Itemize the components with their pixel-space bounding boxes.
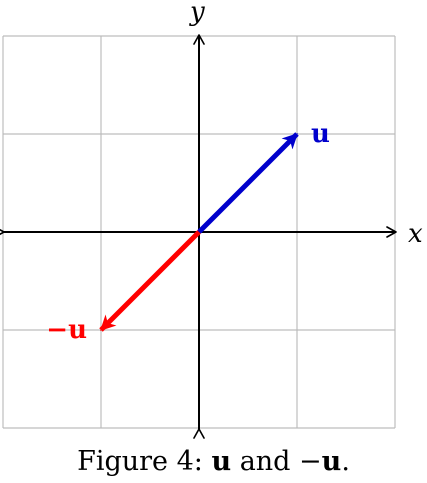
x-axis-label: x bbox=[408, 219, 423, 249]
caption-vector-u: u bbox=[211, 446, 232, 477]
vector-diagram: u −u x y bbox=[0, 0, 423, 439]
vectors: u −u bbox=[46, 119, 330, 345]
vector-label: u bbox=[311, 119, 330, 149]
caption-vector-u-negated: u bbox=[321, 446, 342, 477]
y-axis-label: y bbox=[189, 0, 205, 27]
caption-suffix: . bbox=[341, 446, 350, 477]
vector-arrow bbox=[197, 132, 299, 234]
figure-caption: Figure 4: u and −u. bbox=[0, 446, 427, 477]
vector-label: −u bbox=[46, 315, 87, 345]
vector-arrow bbox=[99, 230, 201, 332]
caption-prefix: Figure 4: bbox=[77, 446, 212, 477]
caption-middle: and − bbox=[231, 446, 322, 477]
